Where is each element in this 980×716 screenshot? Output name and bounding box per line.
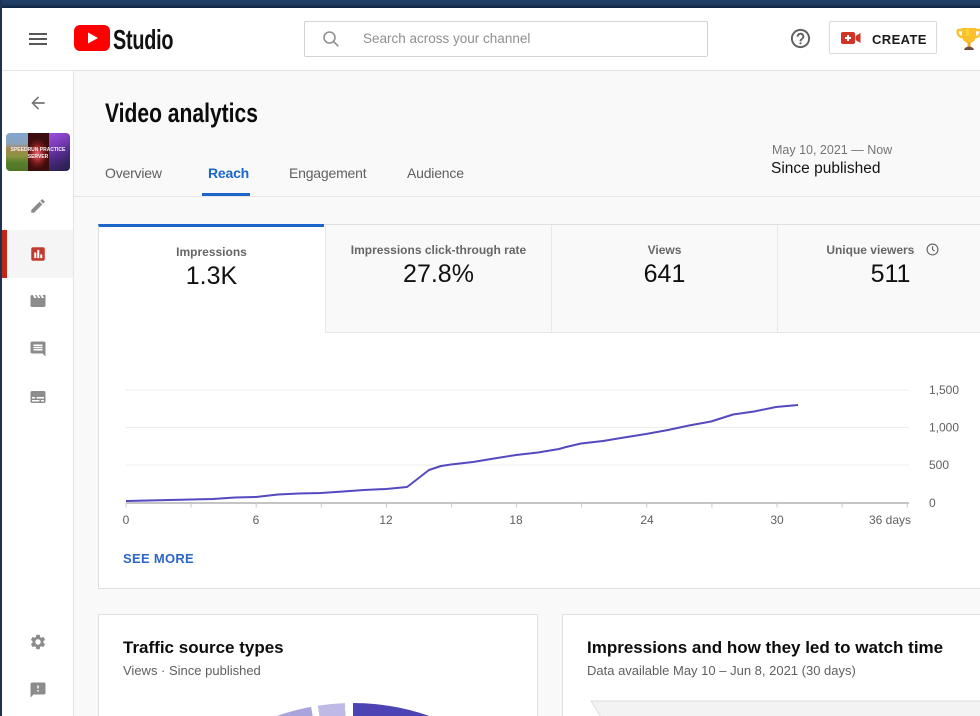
svg-text:0: 0 — [123, 513, 130, 527]
svg-text:36 days: 36 days — [869, 513, 911, 527]
svg-text:0: 0 — [929, 496, 936, 510]
svg-text:500: 500 — [929, 458, 949, 472]
svg-text:12: 12 — [379, 513, 393, 527]
svg-text:30: 30 — [770, 513, 784, 527]
svg-text:6: 6 — [253, 513, 260, 527]
svg-text:24: 24 — [640, 513, 654, 527]
svg-text:1,500: 1,500 — [929, 383, 959, 397]
svg-text:1,000: 1,000 — [929, 421, 959, 435]
svg-text:18: 18 — [509, 513, 523, 527]
